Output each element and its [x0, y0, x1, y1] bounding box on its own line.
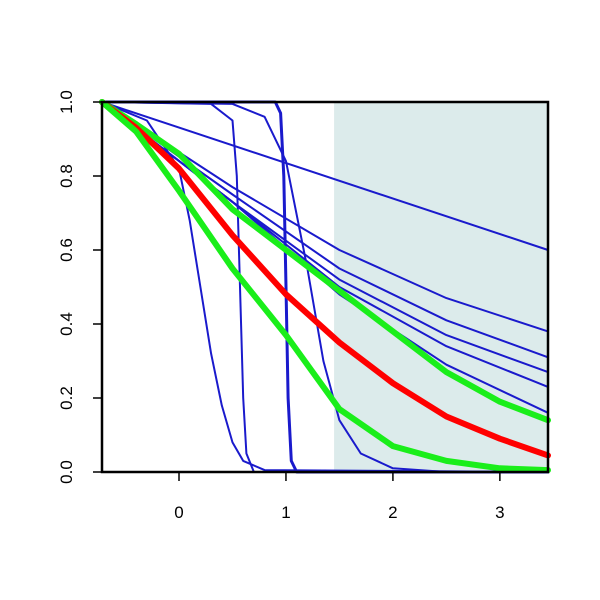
- y-tick-label: 0.0: [57, 460, 76, 484]
- plot-frame: [100, 100, 550, 474]
- series-line-9: [100, 100, 550, 474]
- series-line-13: [99, 99, 551, 474]
- series-layer: [99, 99, 551, 474]
- x-tick-label: 2: [388, 503, 397, 522]
- series-line-1: [101, 101, 549, 251]
- series-line-12: [99, 99, 551, 459]
- series-line-10: [101, 101, 549, 473]
- x-tick-label: 1: [281, 503, 290, 522]
- x-tick-label: 3: [495, 503, 504, 522]
- y-tick-label: 0.4: [57, 312, 76, 336]
- y-tick-label: 0.6: [57, 238, 76, 262]
- x-axis: 0 1 2 3: [174, 472, 505, 522]
- y-tick-label: 0.2: [57, 386, 76, 410]
- plot-area: [99, 99, 551, 474]
- y-axis: 0.0 0.2 0.4 0.6 0.8 1.0: [57, 90, 102, 484]
- y-tick-label: 1.0: [57, 90, 76, 114]
- series-line-2: [101, 101, 549, 333]
- y-tick-label: 0.8: [57, 164, 76, 188]
- x-tick-label: 0: [174, 503, 183, 522]
- series-line-8: [101, 101, 549, 473]
- series-line-11: [99, 99, 551, 424]
